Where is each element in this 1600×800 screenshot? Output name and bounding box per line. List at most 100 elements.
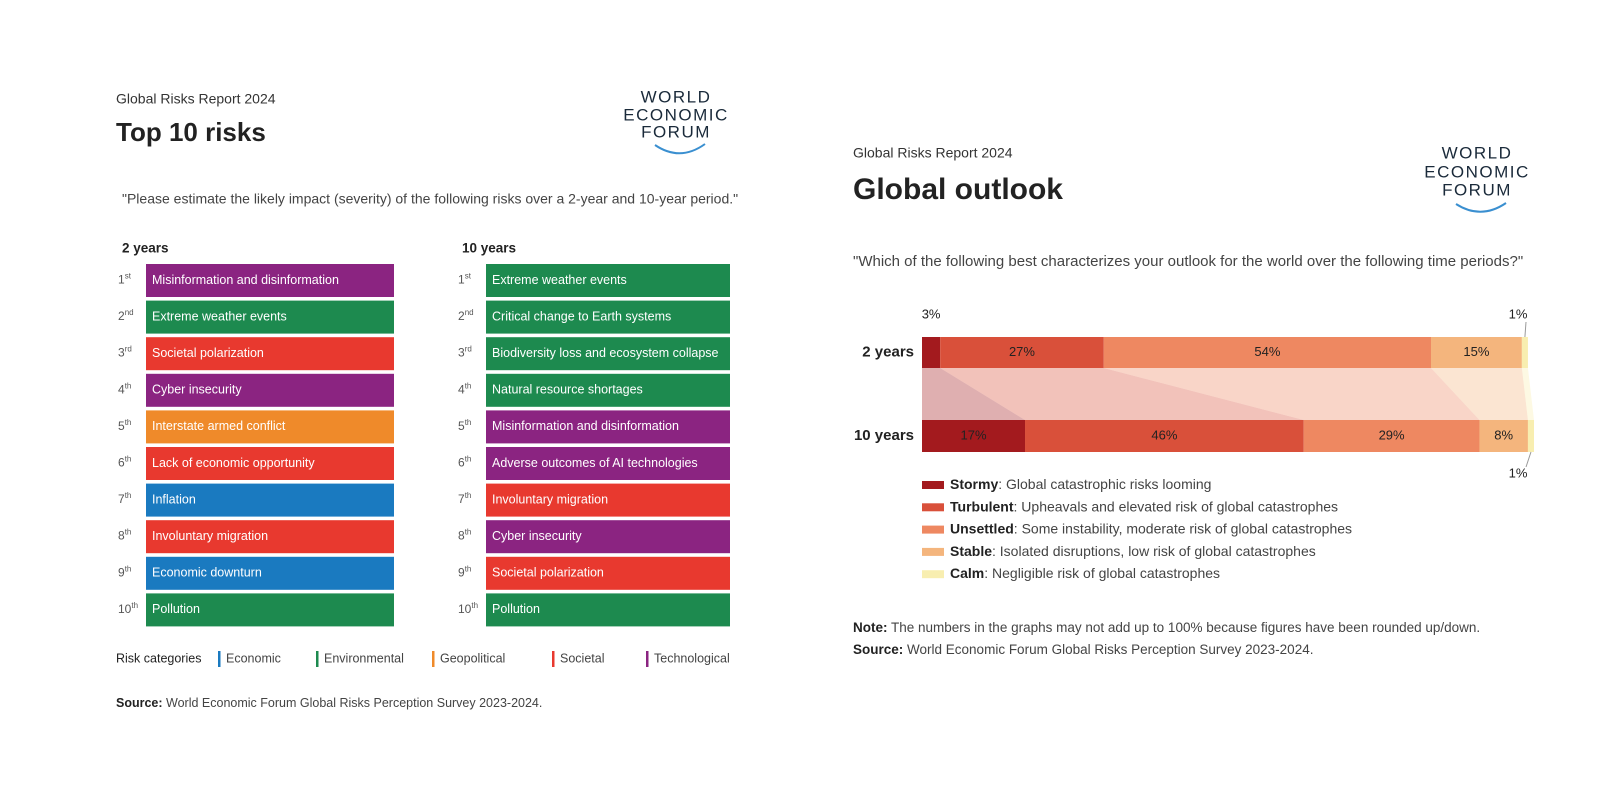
bar-segment	[1479, 420, 1528, 452]
risk-label: Natural resource shortages	[492, 383, 643, 397]
legend-entry: Stable: Isolated disruptions, low risk o…	[950, 543, 1316, 559]
legend-label: Environmental	[324, 651, 404, 665]
risk-label: Involuntary migration	[492, 492, 608, 506]
rank-number: 2	[458, 309, 465, 323]
legend-name: Unsettled	[950, 520, 1014, 536]
legend-name: Stormy	[950, 476, 998, 492]
risk-bar	[146, 593, 394, 627]
rank-number: 5	[458, 419, 465, 433]
rank-suffix: rd	[465, 345, 472, 354]
logo-line: FORUM	[641, 122, 711, 141]
rank: 10th	[458, 601, 478, 616]
risk-bar	[146, 410, 394, 444]
panel-title: Top 10 risks	[116, 117, 266, 147]
risk-label: Interstate armed conflict	[152, 419, 286, 433]
chart: 2 years 10 years 3% 17% 27% 46% 54% 29% 15% 8% 1% 1…	[854, 306, 1534, 581]
rank: 8th	[458, 528, 471, 543]
risk-label: Societal polarization	[152, 346, 264, 360]
risk-bar	[486, 483, 730, 517]
legend-name: Turbulent	[950, 498, 1014, 514]
rank: 6th	[118, 455, 131, 470]
legend-swatch	[316, 651, 319, 667]
risk-bar	[146, 520, 394, 554]
legend-swatch	[922, 503, 944, 512]
rank-suffix: th	[125, 564, 132, 573]
risk-label: Extreme weather events	[152, 309, 287, 323]
rank-suffix: th	[125, 418, 132, 427]
report-label: Global Risks Report 2024	[853, 145, 1013, 161]
logo-arc	[1455, 202, 1507, 213]
risk-label: Misinformation and disinformation	[492, 419, 679, 433]
value-label: 1%	[1509, 306, 1528, 321]
rank: 10th	[118, 601, 138, 616]
report-label: Global Risks Report 2024	[116, 91, 276, 107]
connector	[940, 368, 1304, 420]
note-label: Note:	[853, 620, 888, 635]
risk-label: Economic downturn	[152, 566, 262, 580]
rank-number: 3	[118, 346, 125, 360]
bar-segment	[1103, 337, 1431, 368]
logo-line: FORUM	[1442, 180, 1512, 199]
bar-segment	[940, 337, 1104, 368]
rank: 8th	[118, 528, 131, 543]
risk-bar	[486, 300, 730, 334]
legend-swatch	[218, 651, 221, 667]
bar-segment	[1303, 420, 1480, 452]
leader-line	[1525, 451, 1532, 468]
note: Note: The numbers in the graphs may not …	[853, 620, 1480, 635]
rank: 1st	[118, 272, 132, 287]
bar-segment	[1025, 420, 1304, 452]
legend-description: : Upheavals and elevated risk of global …	[1014, 498, 1339, 514]
legend-name: Stable	[950, 543, 992, 559]
rank: 6th	[458, 455, 471, 470]
rank-suffix: th	[471, 601, 478, 610]
bar-segment	[1527, 420, 1534, 452]
question: "Please estimate the likely impact (seve…	[122, 191, 738, 207]
risk-label: Extreme weather events	[492, 273, 627, 287]
rank-number: 1	[458, 273, 465, 287]
value-label: 54%	[1254, 344, 1280, 359]
legend-label: Technological	[654, 651, 730, 665]
logo: WORLD ECONOMIC FORUM	[623, 87, 727, 155]
note-text: The numbers in the graphs may not add up…	[891, 620, 1480, 635]
rank-suffix: th	[465, 528, 472, 537]
legend-swatch	[552, 651, 555, 667]
bar-segment	[922, 337, 941, 368]
legend-label: Societal	[560, 651, 604, 665]
risk-columns: 2 years 1st Misinformation and disinformat…	[118, 241, 730, 627]
rank-number: 3	[458, 346, 465, 360]
logo-line: ECONOMIC	[1424, 162, 1530, 181]
rank: 3rd	[458, 345, 472, 360]
value-label: 17%	[960, 427, 986, 442]
value-label: 3%	[922, 306, 941, 321]
risk-label: Cyber insecurity	[492, 529, 582, 543]
legend-name: Calm	[950, 565, 984, 581]
value-label: 8%	[1494, 427, 1513, 442]
legend-label: Risk categories	[116, 651, 201, 665]
value-label: 29%	[1379, 427, 1405, 442]
rank-number: 7	[458, 492, 465, 506]
risk-bar	[486, 373, 730, 407]
rank-number: 10	[458, 602, 472, 616]
connector	[1103, 368, 1480, 420]
legend: Economic Environmental Geopolitical Societa…	[218, 651, 730, 667]
risk-label: Critical change to Earth systems	[492, 309, 671, 323]
risk-bar	[146, 300, 394, 334]
source-label: Source:	[116, 696, 163, 710]
legend-description: : Global catastrophic risks looming	[998, 476, 1211, 492]
rank: 7th	[118, 491, 131, 506]
rank-suffix: th	[465, 455, 472, 464]
risk-label: Cyber insecurity	[152, 383, 242, 397]
legend-description: : Isolated disruptions, low risk of glob…	[992, 543, 1316, 559]
legend-swatch	[922, 570, 944, 579]
rank: 5th	[118, 418, 131, 433]
column-heading: 10 years	[462, 241, 516, 256]
risk-label: Misinformation and disinformation	[152, 273, 339, 287]
rank-number: 6	[458, 456, 465, 470]
column-heading: 2 years	[122, 241, 169, 256]
risk-bar	[146, 337, 394, 371]
logo-line: WORLD	[1442, 143, 1513, 162]
risk-label: Societal polarization	[492, 566, 604, 580]
rank-suffix: th	[131, 601, 138, 610]
